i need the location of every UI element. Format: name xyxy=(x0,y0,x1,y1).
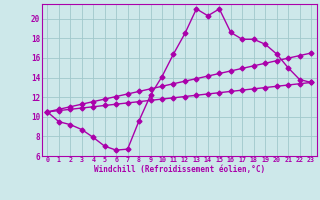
X-axis label: Windchill (Refroidissement éolien,°C): Windchill (Refroidissement éolien,°C) xyxy=(94,165,265,174)
